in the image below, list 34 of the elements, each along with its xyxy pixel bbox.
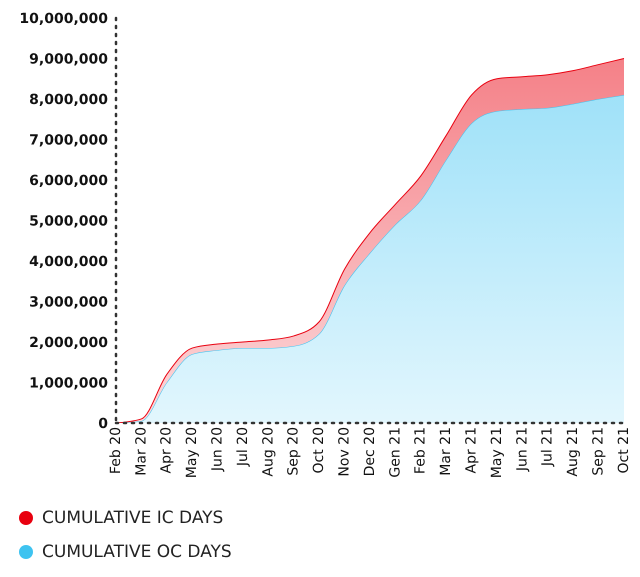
y-tick-label: 10,000,000 xyxy=(19,10,108,27)
x-tick-label: Oct 21 xyxy=(616,427,632,474)
x-tick-label: Mar 20 xyxy=(133,427,150,476)
x-tick-label: Jul 20 xyxy=(234,427,251,468)
x-tick-label: Aug 21 xyxy=(565,427,582,477)
x-tick-label: Gen 21 xyxy=(387,427,404,478)
y-tick-label: 2,000,000 xyxy=(29,334,108,351)
y-tick-label: 3,000,000 xyxy=(29,294,108,310)
x-tick-label: Oct 20 xyxy=(311,427,328,474)
x-tick-label: Mar 21 xyxy=(438,427,454,476)
x-tick-label: May 21 xyxy=(488,427,505,478)
y-tick-label: 6,000,000 xyxy=(29,172,108,189)
x-tick-label: Jun 20 xyxy=(210,427,226,472)
x-tick-label: Jun 21 xyxy=(514,427,530,472)
x-tick-label: Aug 20 xyxy=(260,427,276,477)
x-tick-label: Sep 21 xyxy=(590,427,607,476)
y-tick-label: 7,000,000 xyxy=(29,132,108,148)
y-tick-label: 1,000,000 xyxy=(29,375,108,392)
y-tick-label: 0 xyxy=(98,416,108,432)
legend-label: CUMULATIVE IC DAYS xyxy=(42,508,224,528)
x-tick-label: May 20 xyxy=(184,427,200,478)
y-tick-label: 9,000,000 xyxy=(29,51,108,68)
x-tick-label: Apr 21 xyxy=(464,427,480,474)
x-tick-label: Dec 20 xyxy=(362,427,378,476)
x-tick-label: Sep 20 xyxy=(286,427,302,476)
x-tick-label: Jul 21 xyxy=(540,427,556,468)
x-tick-label: Nov 20 xyxy=(336,427,353,477)
x-tick-label: Feb 20 xyxy=(108,427,124,474)
y-tick-label: 5,000,000 xyxy=(29,213,108,230)
y-tick-label: 8,000,000 xyxy=(29,92,108,108)
y-tick-label: 4,000,000 xyxy=(29,254,108,270)
x-tick-label: Apr 20 xyxy=(158,427,175,474)
legend-label: CUMULATIVE OC DAYS xyxy=(42,542,232,562)
x-tick-label: Feb 21 xyxy=(412,427,429,474)
